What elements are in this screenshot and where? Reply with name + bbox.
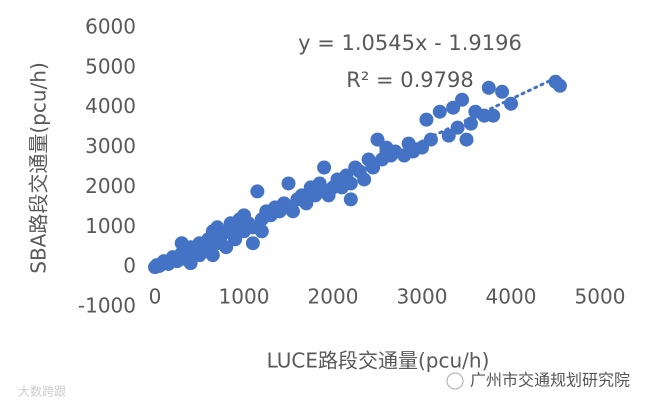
point <box>357 172 372 187</box>
point <box>317 160 332 175</box>
point <box>183 256 198 271</box>
point <box>552 78 567 93</box>
y-tick-label: 5000 <box>85 54 136 78</box>
point <box>481 80 496 95</box>
y-tick-label: -1000 <box>78 294 136 318</box>
y-tick-label: 6000 <box>85 15 136 39</box>
point <box>504 96 518 111</box>
y-tick-label: 0 <box>123 254 136 278</box>
x-tick-label: 0 <box>149 285 162 309</box>
point <box>281 176 296 191</box>
x-tick-label: 2000 <box>308 285 359 309</box>
point <box>419 112 434 127</box>
x-tick-label: 5000 <box>575 285 626 309</box>
x-tick-label: 4000 <box>486 285 537 309</box>
x-tick-label: 1000 <box>219 285 270 309</box>
trendline <box>153 74 562 269</box>
equation: y = 1.0545x - 1.9196 <box>298 31 522 55</box>
point <box>299 196 314 211</box>
point <box>455 92 470 107</box>
x-axis-title: LUCE路段交通量(pcu/h) <box>267 349 490 373</box>
y-tick-label: 4000 <box>85 94 136 118</box>
point <box>441 128 456 143</box>
point <box>250 184 265 199</box>
point <box>486 108 501 123</box>
point <box>379 140 394 155</box>
point <box>415 140 429 155</box>
y-tick-label: 2000 <box>85 174 136 198</box>
point <box>219 240 234 255</box>
y-axis-title: SBA路段交通量(pcu/h) <box>27 62 51 273</box>
watermark: 广州市交通规划研究院 <box>470 371 630 390</box>
point <box>446 100 461 115</box>
point <box>432 104 447 119</box>
point <box>228 232 243 247</box>
watermark: 大数跨跟 <box>18 384 66 399</box>
r-squared: R² = 0.9798 <box>346 68 473 92</box>
point <box>285 204 300 219</box>
point <box>254 224 269 239</box>
point <box>245 236 260 251</box>
point <box>459 132 474 147</box>
wechat-icon <box>446 372 464 390</box>
y-tick-label: 1000 <box>85 214 136 238</box>
point <box>370 132 385 147</box>
point <box>343 176 358 191</box>
y-tick-label: 3000 <box>85 134 136 158</box>
x-tick-label: 3000 <box>397 285 448 309</box>
point <box>495 84 510 99</box>
point <box>205 248 220 263</box>
point <box>343 192 358 207</box>
point <box>174 236 189 251</box>
